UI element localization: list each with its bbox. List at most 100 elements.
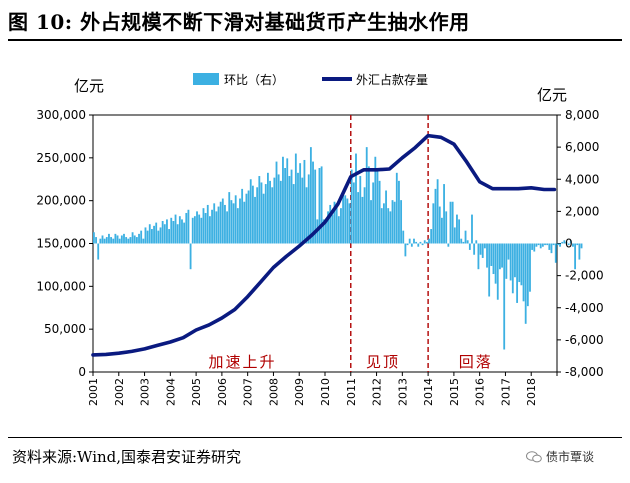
left-tick-label: 200,000 — [36, 194, 86, 208]
change-bar — [499, 243, 501, 270]
change-bar — [370, 200, 372, 244]
change-bar — [114, 233, 117, 244]
change-bar — [299, 163, 302, 244]
change-bar — [363, 187, 366, 244]
change-bar — [505, 243, 508, 279]
change-bar — [288, 176, 291, 244]
change-bar — [376, 168, 379, 244]
change-bar — [449, 201, 452, 244]
change-bar — [417, 243, 420, 247]
change-bar — [569, 240, 572, 244]
change-bar — [95, 237, 97, 244]
change-bar — [148, 224, 151, 244]
change-bar — [125, 237, 128, 244]
change-bar — [501, 243, 503, 268]
change-bar — [578, 243, 581, 260]
change-bar — [251, 185, 254, 244]
change-bar — [428, 238, 430, 244]
change-bar — [123, 233, 125, 244]
change-bar — [236, 208, 239, 244]
change-bar — [170, 217, 173, 244]
change-bar — [572, 243, 574, 247]
change-bar — [279, 180, 282, 244]
legend-label-line: 外汇占款存量 — [356, 72, 428, 87]
change-bar — [153, 225, 155, 244]
change-bar — [243, 201, 246, 244]
change-bar — [307, 174, 310, 244]
change-bar — [380, 208, 383, 244]
change-bar — [157, 230, 160, 244]
change-bar — [120, 235, 123, 244]
change-bar — [185, 212, 188, 244]
change-bar — [456, 214, 458, 244]
chart: 0 50,000 100,000 150,000 200,000 250,000 300,0… — [36, 72, 604, 406]
change-bar — [483, 243, 486, 249]
change-bar — [322, 219, 325, 244]
change-bar — [249, 179, 252, 244]
change-bar — [406, 243, 409, 246]
change-bar — [490, 243, 493, 266]
change-bar — [486, 243, 488, 268]
change-bar — [473, 243, 476, 255]
x-tick-label: 2003 — [139, 378, 152, 406]
change-bar — [269, 180, 271, 244]
change-bar — [211, 209, 213, 244]
change-bar — [224, 204, 226, 244]
change-bar — [492, 243, 495, 275]
change-bar — [557, 243, 559, 246]
change-bar — [312, 161, 314, 244]
change-bar — [451, 201, 454, 244]
change-bar — [458, 219, 461, 244]
change-bar — [215, 211, 218, 244]
change-bar — [453, 227, 456, 244]
change-bar — [445, 211, 448, 244]
change-bar — [198, 214, 201, 244]
change-bar — [546, 243, 549, 246]
right-tick-label: 6,000 — [565, 140, 599, 154]
phase-label: 见顶 — [366, 353, 400, 371]
change-bar — [97, 243, 100, 260]
change-bar — [206, 204, 209, 244]
change-bar — [193, 216, 196, 244]
change-bar — [522, 243, 525, 302]
right-tick-label: -2,000 — [565, 269, 604, 283]
change-bar — [533, 243, 536, 252]
change-bar — [234, 195, 237, 244]
change-bar — [425, 241, 428, 244]
change-bar — [524, 243, 527, 324]
x-tick-label: 2015 — [448, 378, 461, 406]
title-rule — [8, 39, 622, 41]
change-bar — [271, 187, 274, 244]
x-tick-label: 2001 — [87, 378, 100, 406]
change-bar — [350, 169, 353, 244]
change-bar — [541, 243, 544, 247]
change-bar — [511, 243, 514, 294]
x-tick-label: 2012 — [371, 378, 384, 406]
change-bar — [239, 198, 241, 244]
watermark: 债市覃谈 — [526, 448, 594, 465]
change-bar — [196, 211, 198, 244]
change-bar — [155, 222, 158, 244]
change-bar — [514, 243, 516, 278]
change-bar — [172, 221, 175, 244]
x-tick-label: 2004 — [164, 378, 177, 406]
change-bar — [277, 174, 280, 244]
change-bar — [430, 229, 433, 244]
change-bar — [314, 169, 317, 244]
left-tick-label: 0 — [78, 365, 86, 379]
x-tick-label: 2017 — [499, 378, 512, 406]
change-bar — [468, 243, 471, 250]
change-bar — [219, 201, 222, 244]
change-bar — [294, 153, 297, 244]
change-bar — [496, 243, 499, 300]
change-bar — [273, 177, 276, 244]
change-bar — [260, 182, 263, 244]
change-bar — [398, 180, 400, 244]
change-bar — [548, 243, 551, 250]
change-bar — [415, 241, 418, 244]
change-bar — [103, 238, 106, 244]
change-bar — [303, 159, 306, 244]
change-bar — [297, 172, 299, 244]
change-bar — [346, 198, 349, 244]
change-bar — [129, 237, 132, 244]
